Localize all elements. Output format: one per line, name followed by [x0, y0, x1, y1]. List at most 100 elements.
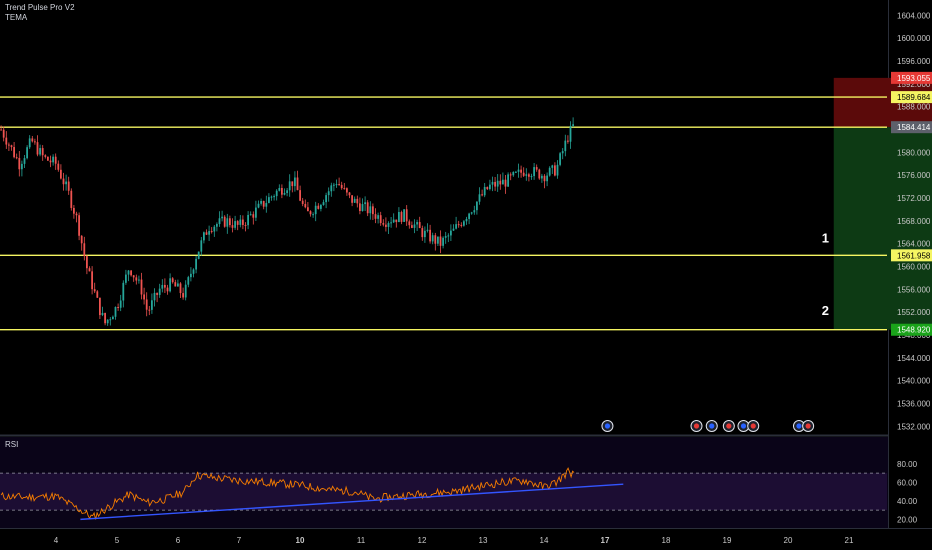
- price-tick-label: 1588.000: [897, 103, 931, 112]
- candle-body-129: [335, 184, 338, 186]
- time-tick-label: 20: [784, 536, 793, 545]
- candle-body-191: [496, 180, 499, 187]
- candle-body-217: [564, 140, 567, 152]
- time-axis[interactable]: 4 5 6 7 10 11 12 13 14 17 18 19 20 21: [54, 536, 854, 545]
- time-tick-label: 12: [418, 536, 427, 545]
- candle-body-169: [439, 236, 442, 246]
- time-tick-label: 4: [54, 536, 59, 545]
- legend-indicator-1[interactable]: Trend Pulse Pro V2: [5, 3, 75, 12]
- candle-body-112: [291, 181, 294, 187]
- candle-body-131: [340, 184, 343, 189]
- candle-body-8: [21, 163, 23, 170]
- price-tick-label: 1592.000: [897, 80, 931, 89]
- rsi-tick-label: 60.00: [897, 478, 918, 487]
- candle-body-22: [57, 163, 60, 170]
- price-tick-label: 1572.000: [897, 194, 931, 203]
- candle-body-60: [156, 292, 158, 295]
- candle-body-90: [234, 221, 236, 228]
- candle-body-0: [0, 129, 2, 131]
- candle-body-31: [80, 235, 83, 244]
- candle-body-70: [182, 293, 184, 298]
- candle-body-62: [161, 284, 164, 289]
- candle-body-81: [210, 231, 213, 233]
- candle-body-105: [273, 196, 275, 198]
- take-profit-zone[interactable]: [833, 127, 932, 330]
- price-tick-label: 1540.000: [897, 377, 931, 386]
- event-marker-dot-icon: [805, 423, 811, 429]
- candle-body-173: [450, 230, 452, 236]
- candle-body-44: [114, 307, 117, 317]
- candle-body-67: [174, 282, 177, 287]
- candle-body-72: [187, 277, 190, 285]
- legend-indicator-2[interactable]: TEMA: [5, 13, 28, 22]
- candle-body-9: [23, 158, 26, 164]
- candle-body-80: [208, 231, 210, 235]
- legend-rsi[interactable]: RSI: [5, 440, 19, 449]
- candle-body-144: [374, 214, 377, 219]
- candle-body-214: [556, 164, 559, 176]
- candle-body-110: [286, 190, 288, 194]
- candle-body-189: [491, 181, 494, 185]
- candle-body-6: [15, 157, 18, 159]
- candle-body-194: [504, 179, 507, 187]
- candle-body-54: [140, 279, 143, 295]
- candle-body-23: [60, 169, 62, 179]
- candle-body-65: [169, 278, 171, 292]
- candle-body-69: [179, 283, 182, 294]
- main-pane[interactable]: [0, 0, 888, 434]
- candle-body-201: [522, 172, 525, 176]
- price-badge-label: 1584.414: [897, 123, 931, 132]
- candle-body-172: [447, 235, 450, 237]
- candle-body-178: [463, 221, 465, 226]
- candle-body-51: [132, 275, 135, 278]
- candle-body-147: [382, 223, 385, 225]
- candle-body-165: [429, 229, 431, 242]
- candle-body-190: [494, 181, 496, 187]
- candle-body-97: [252, 214, 255, 218]
- price-badge-label: 1561.958: [897, 251, 931, 260]
- candle-body-38: [99, 297, 101, 316]
- candle-body-94: [244, 224, 247, 226]
- candle-body-139: [361, 204, 364, 212]
- horizontal-levels[interactable]: [0, 96, 887, 331]
- candle-body-106: [275, 190, 278, 197]
- candles: [0, 117, 574, 326]
- candle-body-141: [366, 202, 369, 214]
- price-tick-label: 1536.000: [897, 399, 931, 408]
- candle-body-3: [8, 144, 10, 146]
- candle-body-27: [70, 190, 73, 208]
- candle-body-71: [184, 284, 187, 298]
- candle-body-87: [226, 218, 229, 227]
- candle-body-21: [54, 156, 57, 164]
- candle-body-98: [255, 207, 257, 218]
- event-markers[interactable]: [601, 420, 815, 432]
- candle-body-163: [424, 230, 426, 238]
- candle-body-2: [5, 137, 8, 145]
- time-tick-label: 13: [479, 536, 488, 545]
- candle-body-170: [442, 237, 444, 246]
- event-marker-dot-icon: [796, 423, 802, 429]
- candle-body-195: [507, 174, 509, 187]
- candle-body-56: [145, 299, 148, 310]
- candle-body-89: [231, 225, 234, 228]
- candle-body-118: [307, 207, 309, 212]
- candle-body-41: [106, 319, 109, 324]
- candle-body-161: [418, 222, 421, 229]
- candle-body-59: [153, 292, 156, 301]
- candle-body-179: [465, 218, 468, 222]
- candle-body-128: [333, 184, 335, 186]
- candle-body-45: [117, 307, 119, 309]
- candle-body-47: [122, 282, 125, 301]
- candle-body-61: [158, 288, 161, 295]
- candle-body-142: [369, 206, 372, 214]
- candle-body-93: [242, 219, 244, 225]
- candle-body-117: [304, 203, 307, 208]
- time-tick-label: 5: [115, 536, 120, 545]
- candle-body-127: [330, 185, 333, 192]
- candle-body-123: [320, 204, 322, 209]
- candle-body-160: [416, 222, 418, 225]
- candle-body-11: [28, 138, 31, 148]
- candle-body-152: [395, 219, 398, 223]
- rsi-trendline[interactable]: [80, 483, 624, 521]
